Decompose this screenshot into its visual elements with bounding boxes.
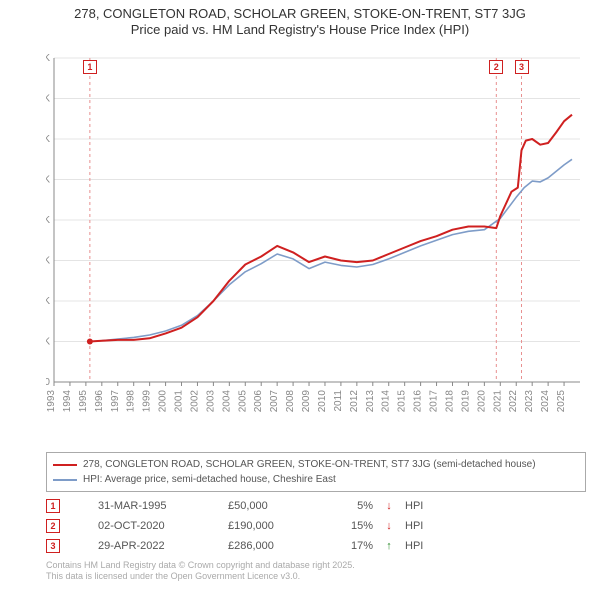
x-tick-label: 2008 xyxy=(285,390,296,413)
x-tick-label: 1994 xyxy=(62,390,73,413)
x-tick-label: 2025 xyxy=(556,390,567,413)
y-tick-label: £350K xyxy=(46,94,50,105)
x-tick-label: 2003 xyxy=(205,390,216,413)
price-chart: £0 £50K £100K £150K £200K £250K £300K £350K £400… xyxy=(46,50,586,420)
sale-row: 2 02-OCT-2020 £190,000 15% ↓ HPI xyxy=(46,516,586,536)
legend: 278, CONGLETON ROAD, SCHOLAR GREEN, STOK… xyxy=(46,452,586,492)
legend-label: HPI: Average price, semi-detached house,… xyxy=(83,474,336,485)
sale-marker-ref: 1 xyxy=(46,499,60,513)
x-tick-label: 2004 xyxy=(221,390,232,413)
x-tick-label: 2010 xyxy=(317,390,328,413)
sale-date: 31-MAR-1995 xyxy=(98,500,218,512)
x-tick-label: 1999 xyxy=(142,390,153,413)
x-tick-label: 2006 xyxy=(253,390,264,413)
x-tick-label: 1997 xyxy=(110,390,121,413)
x-tick-label: 2000 xyxy=(158,390,169,413)
y-tick-label: £400K xyxy=(46,53,50,64)
x-tick-label: 2022 xyxy=(508,390,519,413)
x-tick-label: 2014 xyxy=(381,390,392,413)
arrow-down-icon: ↓ xyxy=(383,500,395,512)
x-tick-label: 1998 xyxy=(126,390,137,413)
y-tick-label: £0 xyxy=(46,377,50,388)
sale-row: 3 29-APR-2022 £286,000 17% ↑ HPI xyxy=(46,536,586,556)
x-tick-label: 2023 xyxy=(524,390,535,413)
sale-date: 29-APR-2022 xyxy=(98,540,218,552)
x-tick-label: 2009 xyxy=(301,390,312,413)
series-hpi xyxy=(90,159,572,341)
footer-line-2: This data is licensed under the Open Gov… xyxy=(46,571,586,582)
x-tick-label: 2002 xyxy=(189,390,200,413)
sale-marker-ref: 3 xyxy=(46,539,60,553)
sales-table: 1 31-MAR-1995 £50,000 5% ↓ HPI 2 02-OCT-2020 £19… xyxy=(46,496,586,556)
x-tick-label: 1996 xyxy=(94,390,105,413)
sale-price: £190,000 xyxy=(228,520,318,532)
sale-suffix: HPI xyxy=(405,540,423,552)
series-price_paid xyxy=(90,115,572,342)
arrow-up-icon: ↑ xyxy=(383,540,395,552)
x-tick-label: 2021 xyxy=(492,390,503,413)
sale-suffix: HPI xyxy=(405,520,423,532)
y-tick-label: £100K xyxy=(46,296,50,307)
chart-title: 278, CONGLETON ROAD, SCHOLAR GREEN, STOK… xyxy=(0,0,600,39)
sale-price: £286,000 xyxy=(228,540,318,552)
x-tick-label: 2020 xyxy=(476,390,487,413)
legend-swatch xyxy=(53,464,77,466)
legend-label: 278, CONGLETON ROAD, SCHOLAR GREEN, STOK… xyxy=(83,459,536,470)
x-tick-label: 2001 xyxy=(174,390,185,413)
x-tick-label: 2007 xyxy=(269,390,280,413)
x-tick-label: 1993 xyxy=(46,390,57,413)
y-tick-label: £50K xyxy=(46,337,50,348)
x-tick-label: 1995 xyxy=(78,390,89,413)
sale-pct: 15% xyxy=(328,520,373,532)
x-tick-label: 2024 xyxy=(540,390,551,413)
sale-pct: 17% xyxy=(328,540,373,552)
sale-marker-1: 1 xyxy=(83,60,97,74)
title-line-1: 278, CONGLETON ROAD, SCHOLAR GREEN, STOK… xyxy=(0,6,600,22)
arrow-down-icon: ↓ xyxy=(383,520,395,532)
y-tick-label: £150K xyxy=(46,256,50,267)
x-tick-label: 2012 xyxy=(349,390,360,413)
x-tick-label: 2019 xyxy=(460,390,471,413)
legend-item: 278, CONGLETON ROAD, SCHOLAR GREEN, STOK… xyxy=(53,457,579,472)
sale-marker-3: 3 xyxy=(515,60,529,74)
sale-row: 1 31-MAR-1995 £50,000 5% ↓ HPI xyxy=(46,496,586,516)
legend-item: HPI: Average price, semi-detached house,… xyxy=(53,472,579,487)
x-tick-label: 2016 xyxy=(413,390,424,413)
title-line-2: Price paid vs. HM Land Registry's House … xyxy=(0,22,600,38)
x-tick-label: 2015 xyxy=(397,390,408,413)
sale-pct: 5% xyxy=(328,500,373,512)
sale-suffix: HPI xyxy=(405,500,423,512)
x-tick-label: 2013 xyxy=(365,390,376,413)
footer-line-1: Contains HM Land Registry data © Crown c… xyxy=(46,560,586,571)
x-tick-label: 2017 xyxy=(429,390,440,413)
sale-price: £50,000 xyxy=(228,500,318,512)
footer-attribution: Contains HM Land Registry data © Crown c… xyxy=(46,560,586,583)
x-tick-label: 2005 xyxy=(237,390,248,413)
sale-marker-2: 2 xyxy=(489,60,503,74)
y-tick-label: £250K xyxy=(46,175,50,186)
y-tick-label: £200K xyxy=(46,215,50,226)
x-tick-label: 2011 xyxy=(333,390,344,412)
x-tick-label: 2018 xyxy=(444,390,455,413)
sale-date: 02-OCT-2020 xyxy=(98,520,218,532)
y-tick-label: £300K xyxy=(46,134,50,145)
legend-swatch xyxy=(53,479,77,481)
sale-marker-ref: 2 xyxy=(46,519,60,533)
